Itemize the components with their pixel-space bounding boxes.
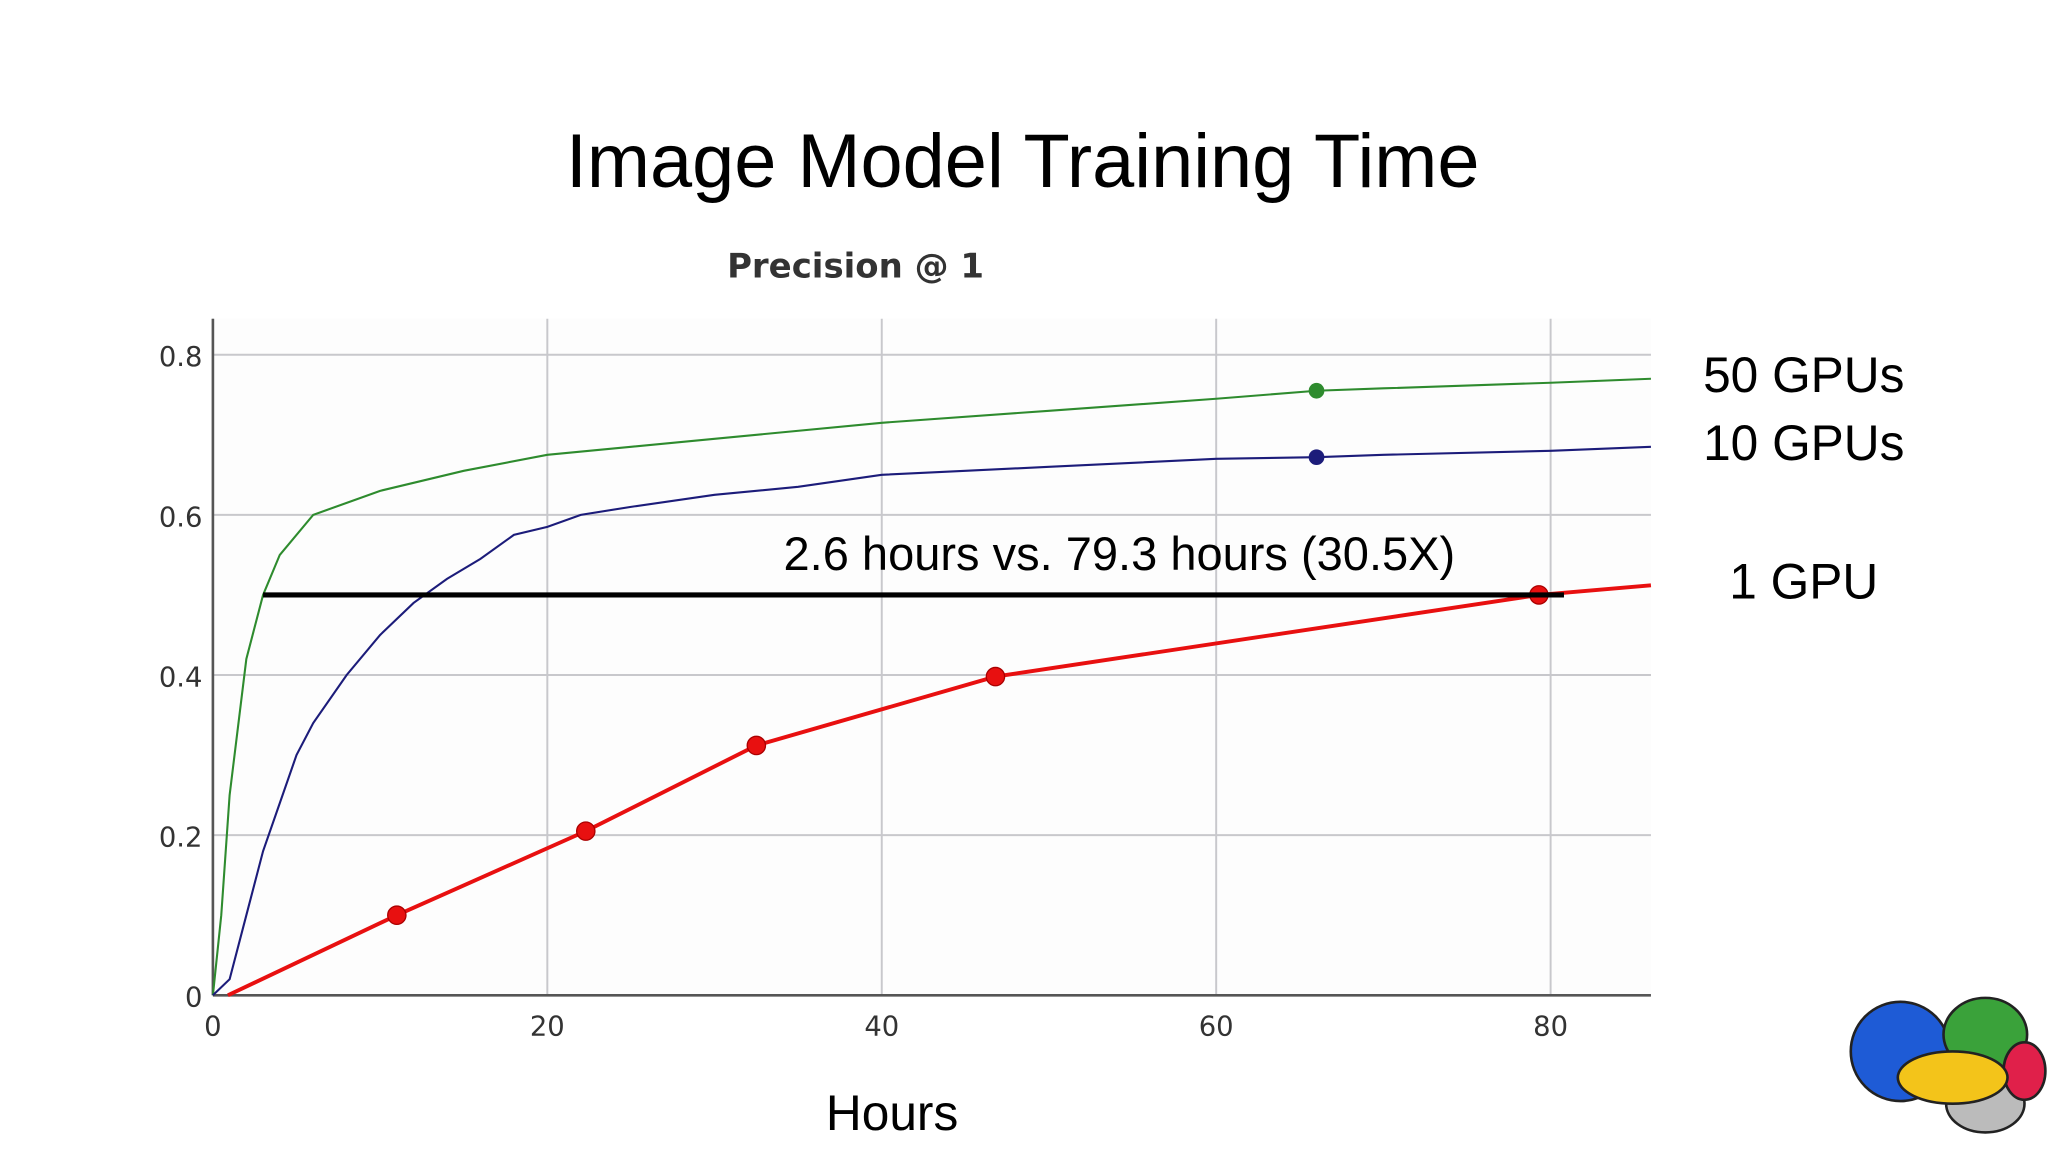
series-label: 1 GPU bbox=[1729, 553, 1878, 609]
x-tick-label: 60 bbox=[1199, 1011, 1234, 1042]
chart-title: Image Model Training Time bbox=[566, 119, 1480, 204]
x-tick-label: 40 bbox=[864, 1011, 899, 1042]
series-label: 10 GPUs bbox=[1703, 415, 1904, 471]
line-series bbox=[212, 445, 1651, 997]
x-tick-label: 0 bbox=[204, 1011, 221, 1042]
point-marker bbox=[985, 666, 1006, 687]
y-tick-label: 0 bbox=[185, 983, 202, 1014]
y-tick-label: 0.4 bbox=[159, 662, 203, 693]
point-marker bbox=[575, 821, 596, 841]
x-tick-label: 80 bbox=[1533, 1011, 1568, 1042]
point-marker bbox=[1308, 382, 1325, 399]
chart-subtitle: Precision @ 1 bbox=[727, 246, 984, 286]
annotation: 2.6 hours vs. 79.3 hours (30.5X) bbox=[784, 527, 1456, 580]
series-label: 50 GPUs bbox=[1703, 347, 1904, 403]
y-tick-label: 0.2 bbox=[159, 823, 203, 854]
plot-area: 0 0.2 0.4 0.6 0.8 0 20 40 60 80 bbox=[159, 318, 1652, 1042]
point-marker bbox=[746, 735, 767, 756]
plot-background bbox=[212, 318, 1651, 996]
brain-icon bbox=[1849, 996, 2047, 1134]
line-series bbox=[211, 377, 1651, 996]
point-marker bbox=[387, 905, 407, 925]
y-tick-label: 0.6 bbox=[159, 502, 203, 533]
y-tick-label: 0.8 bbox=[159, 342, 203, 373]
x-tick-label: 20 bbox=[530, 1011, 565, 1042]
x-axis-label: Hours bbox=[826, 1085, 958, 1141]
point-marker bbox=[1308, 449, 1325, 466]
